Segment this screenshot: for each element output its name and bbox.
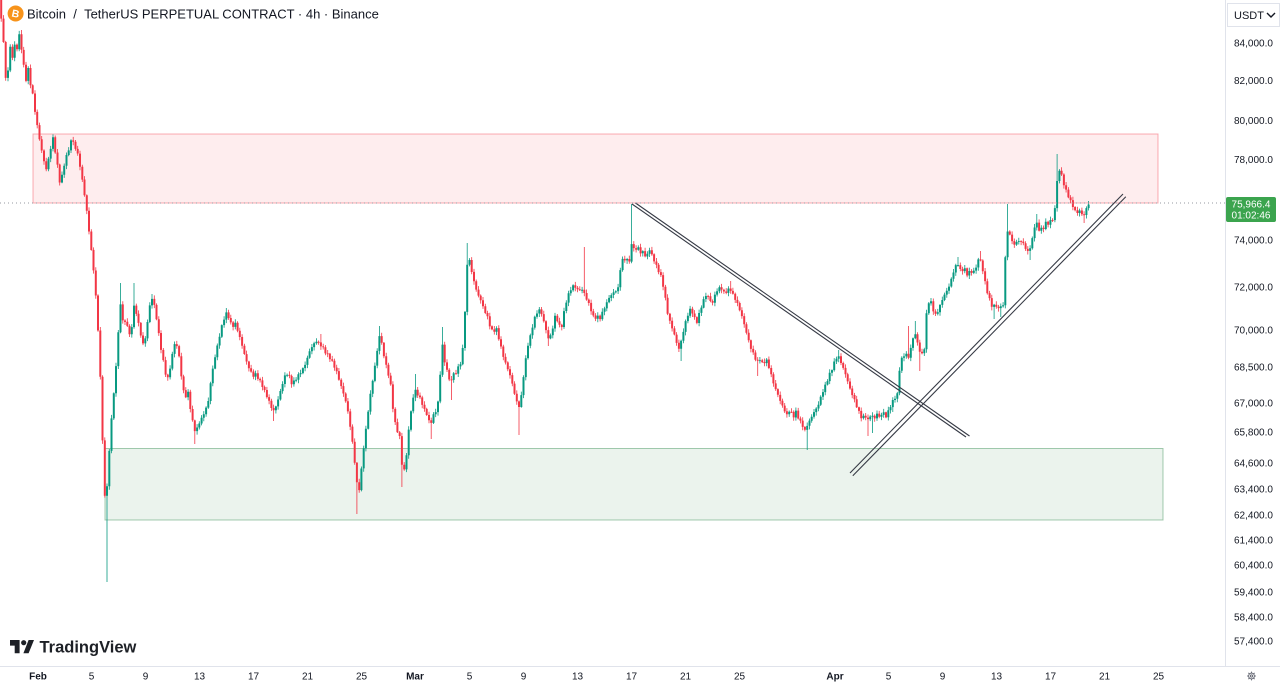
svg-text:17: 17 <box>626 672 638 683</box>
svg-text:25: 25 <box>734 672 746 683</box>
svg-text:9: 9 <box>940 672 946 683</box>
svg-text:82,000.0: 82,000.0 <box>1234 76 1273 87</box>
svg-text:13: 13 <box>194 672 206 683</box>
svg-text:5: 5 <box>467 672 473 683</box>
svg-text:Bitcoin / TetherUS PERPETUAL: Bitcoin / TetherUS PERPETUAL CONTRACT · … <box>27 7 379 22</box>
svg-text:5: 5 <box>886 672 892 683</box>
svg-text:75,966.4: 75,966.4 <box>1232 200 1271 211</box>
svg-text:62,400.0: 62,400.0 <box>1234 511 1273 522</box>
svg-text:5: 5 <box>89 672 95 683</box>
svg-text:72,000.0: 72,000.0 <box>1234 283 1273 294</box>
svg-text:Feb: Feb <box>29 672 47 683</box>
svg-text:Apr: Apr <box>826 672 843 683</box>
svg-text:USDT: USDT <box>1234 10 1264 22</box>
svg-text:25: 25 <box>1153 672 1165 683</box>
svg-text:63,400.0: 63,400.0 <box>1234 485 1273 496</box>
svg-text:21: 21 <box>1099 672 1111 683</box>
svg-text:58,400.0: 58,400.0 <box>1234 613 1273 624</box>
svg-text:Mar: Mar <box>406 672 424 683</box>
svg-text:84,000.0: 84,000.0 <box>1234 39 1273 50</box>
svg-text:57,400.0: 57,400.0 <box>1234 637 1273 648</box>
svg-text:80,000.0: 80,000.0 <box>1234 116 1273 127</box>
svg-text:60,400.0: 60,400.0 <box>1234 561 1273 572</box>
svg-text:25: 25 <box>356 672 368 683</box>
svg-text:01:02:46: 01:02:46 <box>1232 211 1271 222</box>
svg-text:9: 9 <box>143 672 149 683</box>
svg-text:65,800.0: 65,800.0 <box>1234 428 1273 439</box>
svg-text:64,600.0: 64,600.0 <box>1234 459 1273 470</box>
svg-text:59,400.0: 59,400.0 <box>1234 588 1273 599</box>
svg-text:74,000.0: 74,000.0 <box>1234 236 1273 247</box>
svg-text:61,400.0: 61,400.0 <box>1234 536 1273 547</box>
svg-text:17: 17 <box>1045 672 1057 683</box>
svg-text:68,500.0: 68,500.0 <box>1234 363 1273 374</box>
svg-text:B: B <box>10 8 20 21</box>
svg-text:67,000.0: 67,000.0 <box>1234 399 1273 410</box>
svg-text:13: 13 <box>572 672 584 683</box>
svg-text:TradingView: TradingView <box>40 639 137 657</box>
svg-text:21: 21 <box>302 672 314 683</box>
svg-text:9: 9 <box>521 672 527 683</box>
svg-text:13: 13 <box>991 672 1003 683</box>
svg-text:17: 17 <box>248 672 260 683</box>
svg-text:70,000.0: 70,000.0 <box>1234 326 1273 337</box>
svg-text:21: 21 <box>680 672 692 683</box>
svg-text:78,000.0: 78,000.0 <box>1234 155 1273 166</box>
